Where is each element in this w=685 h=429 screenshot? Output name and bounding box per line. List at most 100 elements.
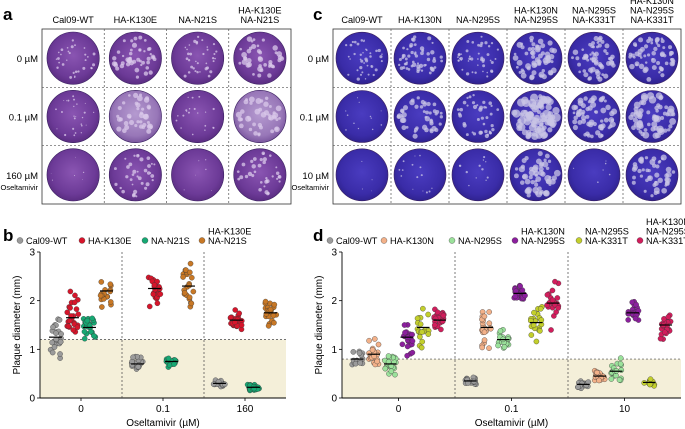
data-point: [187, 269, 193, 276]
c-well: [451, 148, 505, 202]
data-point: [431, 322, 438, 328]
y-axis-label: Plaque diameter (mm): [12, 276, 23, 375]
data-point: [227, 314, 234, 321]
data-point: [265, 323, 272, 329]
c-row-header: 0.1 µM: [300, 113, 329, 124]
data-point: [51, 344, 58, 350]
data-point: [401, 322, 408, 328]
c-row-header: 10 µM Oseltamivir: [291, 171, 329, 192]
data-point: [625, 317, 631, 323]
data-point: [549, 297, 556, 304]
x-tick-label: 10: [619, 404, 631, 415]
a-well: [233, 90, 287, 143]
c-column-header: NA-N295S: [456, 15, 500, 25]
data-point: [530, 322, 537, 328]
data-point: [263, 311, 270, 317]
data-point: [356, 350, 363, 356]
data-point: [548, 327, 554, 333]
legend-label: Cal09-WT: [26, 236, 68, 246]
data-point: [271, 301, 278, 308]
a-well: [171, 31, 225, 85]
legend-entry: HA-K130N: [380, 236, 434, 246]
data-point: [180, 274, 186, 280]
legend-label: HA-K130N NA-N295S: [521, 227, 565, 247]
x-tick-label: 0: [78, 404, 84, 415]
data-point: [238, 322, 245, 328]
data-point: [53, 330, 59, 336]
a-row-header: 160 µM Oseltamivir: [0, 171, 38, 192]
data-point: [528, 332, 535, 338]
data-point: [58, 331, 64, 337]
data-point: [618, 367, 625, 373]
legend-entry: NA-N295S: [448, 236, 502, 246]
data-point: [71, 299, 78, 306]
data-point: [73, 306, 80, 312]
panel-b-letter: b: [3, 226, 13, 245]
data-point: [135, 363, 142, 370]
data-point: [66, 318, 73, 324]
data-point: [186, 294, 193, 301]
a-well: [46, 148, 100, 202]
c-well: [451, 31, 505, 85]
panel-a-grid: [42, 29, 291, 204]
panel-c-grid: [333, 29, 681, 204]
data-point: [49, 349, 56, 356]
data-point: [57, 351, 63, 357]
a-well: [171, 90, 225, 143]
c-column-header: HA-K130N NA-N295S: [514, 6, 558, 26]
data-point: [531, 309, 537, 316]
data-point: [270, 312, 277, 319]
data-point: [89, 315, 95, 322]
data-point: [70, 327, 77, 333]
data-point: [417, 321, 424, 327]
y-tick-label: 2: [29, 296, 35, 307]
legend-marker: [636, 237, 644, 244]
legend-label: NA-N21S: [151, 236, 190, 246]
legend-entry: Cal09-WT: [326, 236, 378, 246]
c-well: [567, 90, 621, 143]
x-axis-label: Oseltamivir (µM): [475, 418, 549, 429]
data-point: [392, 371, 398, 378]
legend-label: NA-N295S: [458, 236, 502, 246]
data-point: [486, 345, 492, 351]
legend-label: HA-K130E: [88, 236, 131, 246]
data-point: [425, 331, 432, 337]
c-well: [625, 31, 679, 85]
y-axis-label: Plaque diameter (mm): [314, 276, 325, 375]
data-point: [67, 305, 73, 311]
data-point: [661, 329, 668, 336]
x-tick-label: 160: [237, 404, 254, 415]
data-point: [157, 291, 164, 297]
x-tick-label: 0.1: [156, 404, 170, 415]
y-tick-label: 1: [29, 345, 35, 356]
data-point: [374, 358, 380, 365]
data-point: [74, 324, 81, 331]
data-point: [371, 336, 378, 342]
data-point: [350, 349, 357, 355]
data-point: [49, 339, 55, 346]
a-column-header: NA-N21S: [178, 15, 217, 25]
data-point: [616, 377, 623, 383]
data-point: [575, 384, 581, 390]
data-point: [647, 376, 654, 382]
data-point: [481, 313, 488, 320]
c-well: [625, 148, 679, 202]
data-point: [549, 287, 556, 294]
legend-marker: [380, 237, 388, 244]
data-point: [130, 354, 136, 361]
data-point: [552, 278, 558, 285]
data-point: [357, 360, 363, 366]
data-point: [75, 311, 82, 318]
data-point: [632, 315, 639, 322]
legend-label: HA-K130N: [390, 236, 434, 246]
panel-c-letter: c: [313, 5, 322, 24]
legend-marker: [141, 237, 149, 244]
data-point: [617, 355, 624, 361]
data-point: [67, 288, 74, 295]
